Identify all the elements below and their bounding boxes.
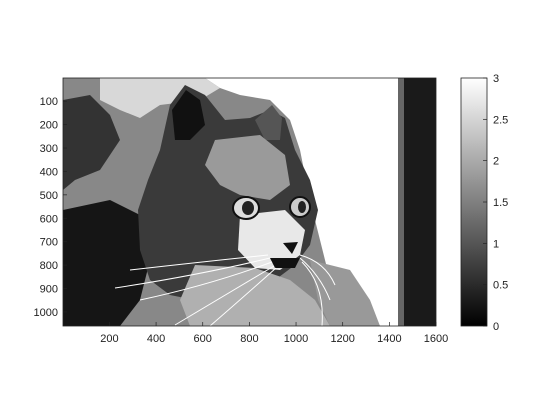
y-tick-label: 700	[40, 237, 58, 249]
colorbar-tick-label: 2.5	[493, 114, 508, 126]
y-tick-label: 800	[40, 260, 58, 272]
x-tick-label: 1400	[377, 333, 401, 345]
y-tick-label: 1000	[34, 307, 58, 319]
y-tick-label: 900	[40, 284, 58, 296]
cat-nose	[283, 242, 298, 254]
lower-right-gray-region	[310, 260, 380, 326]
cat-pupil-right	[298, 201, 306, 213]
x-tick-label: 1200	[330, 333, 354, 345]
colorbar-tick-label: 1.5	[493, 197, 508, 209]
cat-ear-inner	[172, 90, 205, 140]
colorbar-ticks: 0 0.5 1 1.5 2 2.5 3	[483, 73, 508, 333]
y-tick-label: 100	[40, 96, 58, 108]
y-tick-label: 600	[40, 213, 58, 225]
x-tick-label: 600	[194, 333, 212, 345]
cat-mouth	[270, 258, 300, 268]
dark-vertical-bar-edge	[398, 78, 404, 326]
colorbar-tick-label: 3	[493, 73, 499, 85]
y-tick-label: 400	[40, 166, 58, 178]
x-tick-label: 1600	[424, 333, 448, 345]
dark-left-region	[63, 95, 120, 190]
x-tick-label: 200	[100, 333, 118, 345]
colorbar-tick-label: 0	[493, 321, 499, 333]
cat-pupil-left	[242, 201, 254, 215]
bright-background-region	[205, 78, 400, 326]
x-tick-label: 1000	[284, 333, 308, 345]
x-axis-ticks: 200 400 600 800 1000 1200 1400 1600	[100, 322, 448, 345]
cat-ear-right	[255, 105, 282, 140]
colorbar-tick-label: 1	[493, 238, 499, 250]
colorbar	[460, 77, 488, 327]
cat-whiskers	[114, 254, 336, 326]
y-axis-ticks: 100 200 300 400 500 600 700 800 900 1000	[34, 96, 67, 319]
dark-lower-left-region	[63, 200, 150, 326]
x-tick-label: 400	[147, 333, 165, 345]
x-tick-label: 800	[240, 333, 258, 345]
cat-forehead	[205, 135, 290, 200]
y-tick-label: 300	[40, 143, 58, 155]
cat-muzzle	[238, 210, 305, 270]
colorbar-tick-label: 0.5	[493, 280, 508, 292]
image-heatmap	[63, 78, 436, 326]
y-tick-label: 500	[40, 190, 58, 202]
y-tick-label: 200	[40, 120, 58, 132]
dark-vertical-bar	[400, 78, 436, 326]
colorbar-tick-label: 2	[493, 156, 499, 168]
